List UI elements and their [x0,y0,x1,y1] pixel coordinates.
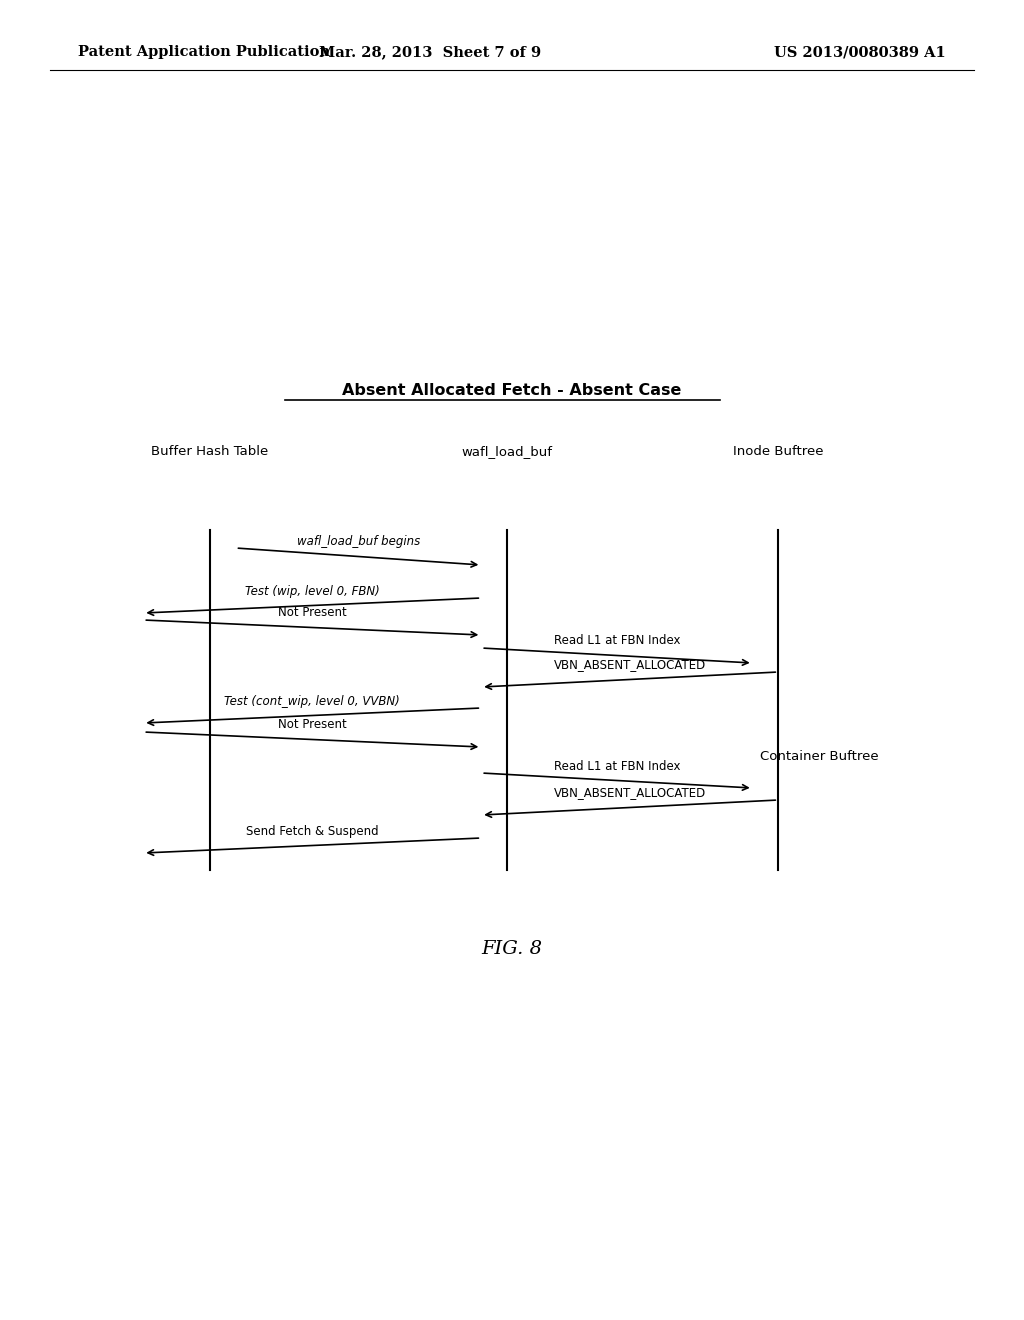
Text: wafl_load_buf begins: wafl_load_buf begins [297,536,420,549]
Text: Not Present: Not Present [278,606,347,619]
Text: US 2013/0080389 A1: US 2013/0080389 A1 [774,45,946,59]
Text: Send Fetch & Suspend: Send Fetch & Suspend [246,825,379,837]
Text: Test (wip, level 0, FBN): Test (wip, level 0, FBN) [245,585,380,598]
Text: Not Present: Not Present [278,718,347,731]
Text: wafl_load_buf: wafl_load_buf [462,445,552,458]
Text: Buffer Hash Table: Buffer Hash Table [152,445,268,458]
Text: VBN_ABSENT_ALLOCATED: VBN_ABSENT_ALLOCATED [554,787,706,800]
Text: Read L1 at FBN Index: Read L1 at FBN Index [554,759,680,772]
Text: Inode Buftree: Inode Buftree [733,445,823,458]
Text: Read L1 at FBN Index: Read L1 at FBN Index [554,635,680,648]
Text: VBN_ABSENT_ALLOCATED: VBN_ABSENT_ALLOCATED [554,659,706,672]
Text: Absent Allocated Fetch - Absent Case: Absent Allocated Fetch - Absent Case [342,383,682,399]
Text: Test (cont_wip, level 0, VVBN): Test (cont_wip, level 0, VVBN) [224,694,400,708]
Text: FIG. 8: FIG. 8 [481,940,543,958]
Text: Container Buftree: Container Buftree [760,750,879,763]
Text: Mar. 28, 2013  Sheet 7 of 9: Mar. 28, 2013 Sheet 7 of 9 [318,45,541,59]
Text: Patent Application Publication: Patent Application Publication [78,45,330,59]
